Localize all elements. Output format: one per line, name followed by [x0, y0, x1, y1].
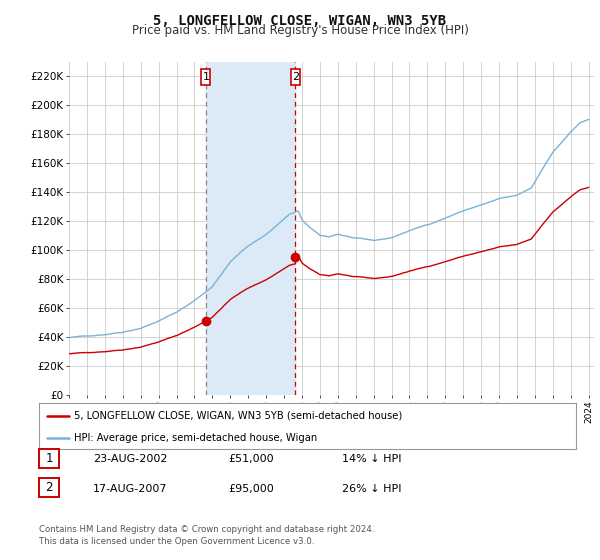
Text: Contains HM Land Registry data © Crown copyright and database right 2024.
This d: Contains HM Land Registry data © Crown c… — [39, 525, 374, 545]
Text: Price paid vs. HM Land Registry's House Price Index (HPI): Price paid vs. HM Land Registry's House … — [131, 24, 469, 37]
FancyBboxPatch shape — [202, 69, 211, 85]
Text: 14% ↓ HPI: 14% ↓ HPI — [342, 454, 401, 464]
FancyBboxPatch shape — [291, 69, 300, 85]
Text: 23-AUG-2002: 23-AUG-2002 — [93, 454, 167, 464]
Text: £51,000: £51,000 — [228, 454, 274, 464]
Text: 1: 1 — [46, 451, 53, 465]
Text: 1: 1 — [202, 72, 209, 82]
Bar — [206, 62, 295, 395]
Text: 26% ↓ HPI: 26% ↓ HPI — [342, 484, 401, 494]
Text: £95,000: £95,000 — [228, 484, 274, 494]
Text: 5, LONGFELLOW CLOSE, WIGAN, WN3 5YB (semi-detached house): 5, LONGFELLOW CLOSE, WIGAN, WN3 5YB (sem… — [74, 410, 402, 421]
Text: 2: 2 — [46, 481, 53, 494]
Text: 17-AUG-2007: 17-AUG-2007 — [93, 484, 167, 494]
Text: HPI: Average price, semi-detached house, Wigan: HPI: Average price, semi-detached house,… — [74, 433, 317, 442]
Text: 5, LONGFELLOW CLOSE, WIGAN, WN3 5YB: 5, LONGFELLOW CLOSE, WIGAN, WN3 5YB — [154, 14, 446, 28]
Text: 2: 2 — [292, 72, 299, 82]
